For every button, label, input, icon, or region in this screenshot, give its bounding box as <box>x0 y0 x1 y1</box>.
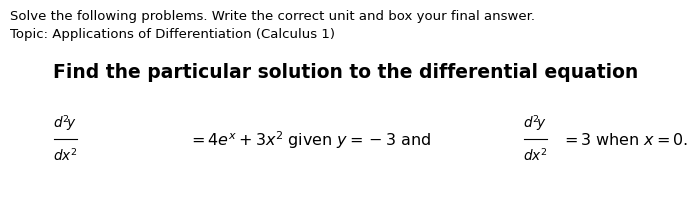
Text: $dx^2$: $dx^2$ <box>53 147 78 163</box>
Text: $= 4e^x + 3x^2\;$given $y = -3$ and: $= 4e^x + 3x^2\;$given $y = -3$ and <box>188 128 432 150</box>
Text: $dx^2$: $dx^2$ <box>522 147 547 163</box>
Text: $d^2\!y$: $d^2\!y$ <box>53 113 77 132</box>
Text: Solve the following problems. Write the correct unit and box your final answer.: Solve the following problems. Write the … <box>10 10 535 23</box>
Text: $d^2\!y$: $d^2\!y$ <box>523 113 547 132</box>
Text: $= 3\;$when $x = 0.$: $= 3\;$when $x = 0.$ <box>561 131 689 147</box>
Text: Find the particular solution to the differential equation: Find the particular solution to the diff… <box>53 62 639 81</box>
Text: Topic: Applications of Differentiation (Calculus 1): Topic: Applications of Differentiation (… <box>10 28 335 41</box>
